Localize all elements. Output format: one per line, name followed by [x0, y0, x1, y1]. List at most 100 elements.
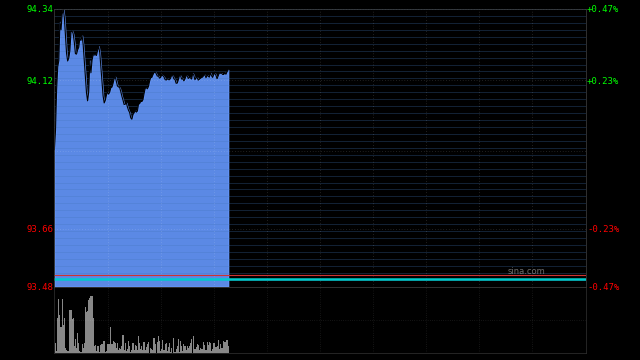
Bar	[70, 310, 72, 353]
Bar	[210, 343, 211, 353]
Bar	[167, 351, 168, 353]
Bar	[181, 346, 182, 353]
Bar	[151, 349, 152, 353]
Bar	[90, 296, 92, 353]
Bar	[119, 348, 120, 353]
Bar	[63, 325, 64, 353]
Bar	[224, 342, 225, 353]
Bar	[164, 344, 166, 353]
Bar	[76, 348, 77, 353]
Bar	[100, 345, 101, 353]
Bar	[196, 343, 198, 353]
Bar	[55, 343, 56, 353]
Bar	[154, 345, 156, 353]
Bar	[201, 349, 202, 353]
Bar	[128, 341, 129, 353]
Bar	[125, 343, 126, 353]
Bar	[204, 345, 205, 353]
Bar	[213, 343, 214, 353]
Bar	[138, 336, 139, 353]
Bar	[92, 296, 93, 353]
Bar	[69, 310, 70, 353]
Bar	[182, 351, 183, 353]
Bar	[108, 344, 109, 353]
Bar	[126, 351, 127, 353]
Bar	[122, 335, 124, 353]
Bar	[114, 342, 115, 353]
Bar	[147, 344, 148, 353]
Bar	[173, 338, 175, 353]
Bar	[106, 351, 107, 353]
Bar	[143, 342, 145, 353]
Bar	[111, 344, 113, 353]
Bar	[169, 343, 170, 353]
Bar	[113, 341, 114, 353]
Bar	[148, 342, 149, 353]
Bar	[57, 318, 58, 353]
Bar	[74, 346, 75, 353]
Bar	[137, 350, 138, 353]
Bar	[118, 350, 119, 353]
Bar	[139, 343, 140, 353]
Bar	[222, 348, 223, 353]
Bar	[161, 349, 163, 353]
Bar	[199, 350, 200, 353]
Bar	[221, 347, 222, 353]
Bar	[130, 352, 131, 353]
Bar	[141, 346, 142, 353]
Bar	[115, 343, 116, 353]
Bar	[131, 350, 132, 353]
Bar	[175, 349, 177, 353]
Bar	[86, 312, 87, 353]
Bar	[216, 346, 218, 353]
Bar	[60, 315, 61, 353]
Bar	[158, 336, 159, 353]
Bar	[152, 350, 154, 353]
Bar	[61, 299, 63, 353]
Bar	[207, 345, 209, 353]
Bar	[96, 351, 97, 353]
Bar	[88, 300, 89, 353]
Bar	[120, 349, 122, 353]
Bar	[58, 300, 60, 353]
Bar	[195, 347, 196, 353]
Bar	[170, 352, 171, 353]
Bar	[132, 343, 134, 353]
Bar	[214, 343, 216, 353]
Bar	[157, 342, 158, 353]
Bar	[187, 346, 188, 353]
Bar	[77, 333, 78, 353]
Bar	[198, 345, 199, 353]
Bar	[127, 349, 128, 353]
Bar	[83, 348, 84, 353]
Bar	[87, 311, 88, 353]
Bar	[75, 339, 76, 353]
Bar	[66, 350, 67, 353]
Bar	[168, 347, 169, 353]
Bar	[65, 348, 66, 353]
Bar	[98, 346, 99, 353]
Bar	[84, 343, 85, 353]
Bar	[99, 352, 100, 353]
Bar	[225, 342, 227, 353]
Bar	[219, 350, 220, 353]
Bar	[178, 339, 179, 353]
Text: sina.com: sina.com	[508, 266, 546, 275]
Bar	[85, 307, 86, 353]
Bar	[163, 350, 164, 353]
Bar	[171, 348, 172, 353]
Bar	[183, 344, 184, 353]
Bar	[73, 318, 74, 353]
Bar	[146, 347, 147, 353]
Bar	[166, 343, 167, 353]
Bar	[180, 341, 181, 353]
Bar	[160, 351, 161, 353]
Bar	[78, 343, 79, 353]
Bar	[220, 344, 221, 353]
Bar	[211, 351, 212, 353]
Bar	[205, 350, 207, 353]
Bar	[140, 349, 141, 353]
Bar	[212, 349, 213, 353]
Bar	[89, 298, 90, 353]
Bar	[191, 338, 192, 353]
